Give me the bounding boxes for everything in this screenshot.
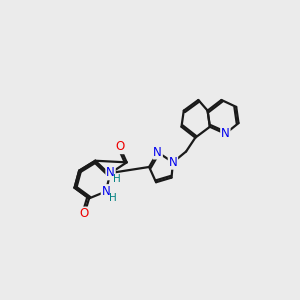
Text: O: O	[80, 207, 89, 220]
Text: H: H	[110, 193, 117, 203]
Text: N: N	[102, 185, 110, 198]
Text: N: N	[169, 156, 177, 169]
Text: N: N	[106, 167, 115, 179]
Text: H: H	[113, 175, 121, 184]
Text: N: N	[221, 127, 230, 140]
Text: N: N	[153, 146, 162, 159]
Text: O: O	[115, 140, 124, 153]
